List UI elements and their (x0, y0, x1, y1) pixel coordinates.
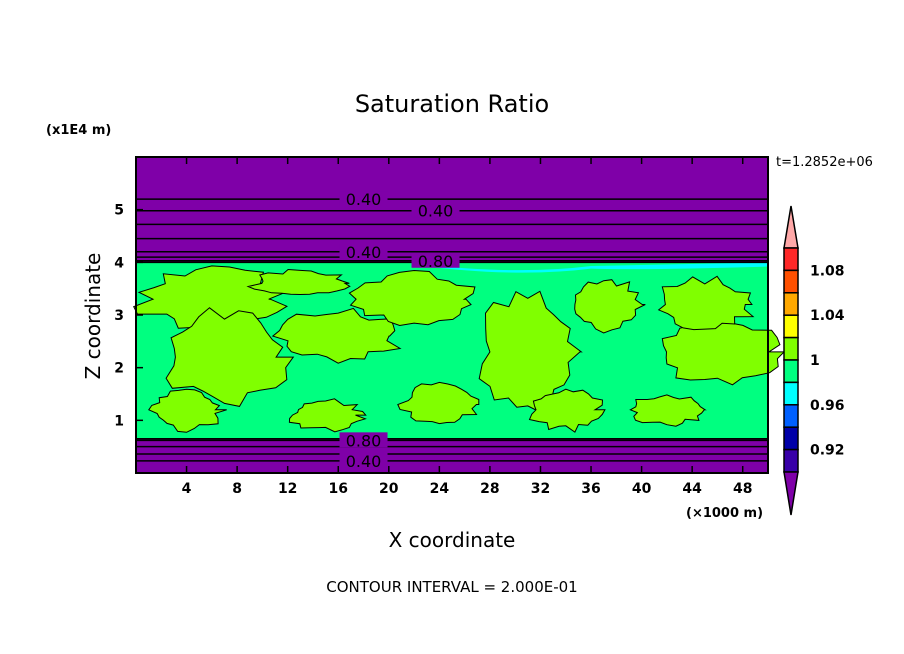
lime-region (397, 381, 480, 425)
contour-label-bg (411, 202, 460, 218)
colorbar-swatch (783, 426, 799, 451)
colorbar-label: 1.08 (810, 263, 845, 279)
colorbar-swatch (783, 448, 799, 473)
lime-region (288, 398, 367, 433)
contour-label: 0.40 (346, 452, 382, 471)
y-tick-label: 3 (114, 308, 124, 324)
y-tick-label: 4 (114, 255, 124, 271)
plot-area: 0.40 0.40 0.40 0.80 0.80 0.40 (133, 157, 786, 473)
chart-title: Saturation Ratio (355, 90, 549, 118)
lime-region (165, 307, 295, 407)
x-tick-label: 12 (278, 481, 297, 497)
colorbar-swatch (783, 314, 799, 339)
colorbar-over-triangle (783, 205, 799, 249)
x-tick-label: 32 (531, 481, 550, 497)
colorbar-swatch (783, 336, 799, 361)
colorbar-label: 1.04 (810, 308, 845, 324)
contour-label-bg (411, 252, 460, 268)
lime-region (271, 307, 402, 364)
y-unit-label: (x1E4 m) (46, 123, 111, 138)
lime-region (348, 269, 476, 327)
colorbar-swatch (783, 381, 799, 406)
contour-label-bg (339, 243, 388, 259)
contour-label-bg (339, 191, 388, 207)
x-tick-label: 40 (632, 481, 652, 497)
contour-label-bg (339, 432, 388, 448)
x-tick-label: 36 (581, 481, 600, 497)
contour-label: 0.40 (346, 190, 382, 209)
contour-label: 0.80 (418, 252, 454, 271)
lime-region (661, 318, 786, 386)
lime-region (629, 394, 707, 427)
x-tick-label: 16 (328, 481, 347, 497)
x-tick-label: 48 (733, 481, 752, 497)
colorbar-label: 0.92 (810, 443, 845, 459)
colorbar-swatch (783, 359, 799, 384)
contour-label-bg (339, 452, 388, 468)
contour-label: 0.40 (346, 243, 382, 262)
x-tick-label: 24 (430, 481, 450, 497)
contour-interval-note: CONTOUR INTERVAL = 2.000E-01 (326, 578, 577, 596)
lime-region (657, 275, 755, 331)
contour-label: 0.40 (418, 202, 454, 221)
time-label: t=1.2852e+06 (776, 155, 873, 170)
x-tick-label: 8 (232, 481, 242, 497)
colorbar-swatch (783, 269, 799, 294)
y-axis-label: Z coordinate (81, 253, 105, 380)
y-tick-label: 1 (114, 413, 124, 429)
lime-region (246, 268, 351, 296)
colorbar-swatch (783, 404, 799, 428)
lime-region (574, 279, 646, 334)
contour-label: 0.80 (346, 431, 382, 450)
x-axis-label: X coordinate (389, 528, 516, 552)
lime-region (528, 388, 606, 433)
y-tick-label: 5 (114, 203, 124, 219)
x-tick-label: 44 (682, 481, 702, 497)
colorbar-swatch (783, 247, 799, 272)
x-unit-label: (×1000 m) (686, 506, 763, 521)
colorbar-under-triangle (783, 471, 799, 516)
x-tick-label: 4 (182, 481, 192, 497)
lime-region (478, 290, 583, 413)
lime-region (148, 388, 227, 433)
y-tick-label: 2 (114, 361, 124, 377)
region-cyan-band (414, 262, 768, 273)
colorbar-label: 1 (810, 353, 820, 369)
x-tick-label: 28 (480, 481, 499, 497)
colorbar-swatch (783, 292, 799, 316)
colorbar-label: 0.96 (810, 398, 845, 414)
colorbar: 1.08 1.04 1 0.96 0.92 (783, 205, 845, 516)
x-tick-label: 20 (379, 481, 399, 497)
